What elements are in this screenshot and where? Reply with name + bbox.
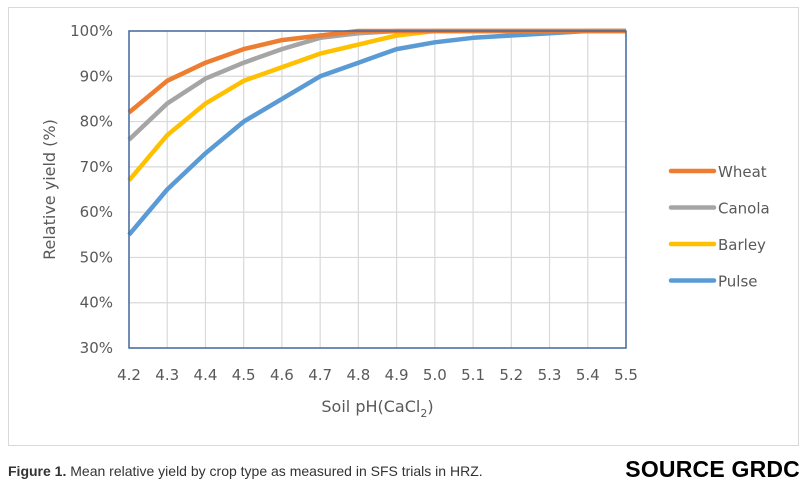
y-tick-label: 60% bbox=[80, 203, 113, 221]
series-line-wheat bbox=[127, 28, 626, 115]
figure-caption: Figure 1. Mean relative yield by crop ty… bbox=[8, 463, 483, 479]
x-tick-label: 4.7 bbox=[308, 366, 332, 384]
legend-item-canola: Canola bbox=[668, 200, 770, 218]
x-tick-label: 5.0 bbox=[423, 366, 447, 384]
x-axis-title: Soil pH(CaCl2) bbox=[321, 397, 433, 420]
legend-item-wheat: Wheat bbox=[668, 163, 767, 181]
x-tick-label: 5.5 bbox=[614, 366, 638, 384]
y-tick-label: 80% bbox=[80, 113, 113, 131]
x-tick-label: 4.4 bbox=[194, 366, 218, 384]
x-tick-labels: 4.2 4.3 4.4 4.5 4.6 4.7 4.8 4.9 5.0 5.1 5.2 5.3 5.4 5… bbox=[117, 366, 638, 384]
x-axis-title-suffix: ) bbox=[427, 397, 433, 416]
x-tick-label: 5.2 bbox=[499, 366, 523, 384]
y-tick-label: 40% bbox=[80, 294, 113, 312]
x-tick-label: 4.9 bbox=[385, 366, 409, 384]
x-axis-title-subscript: 2 bbox=[420, 407, 427, 420]
caption-label: Figure 1. bbox=[8, 463, 67, 479]
x-tick-label: 5.3 bbox=[538, 366, 562, 384]
x-tick-label: 4.6 bbox=[270, 366, 294, 384]
y-tick-label: 90% bbox=[80, 67, 113, 85]
x-tick-label: 4.3 bbox=[155, 366, 179, 384]
source-credit: SOURCE GRDC bbox=[625, 456, 800, 482]
y-axis-title: Relative yield (%) bbox=[40, 119, 59, 260]
legend-label: Wheat bbox=[718, 163, 767, 181]
legend-label: Canola bbox=[718, 200, 770, 218]
legend-label: Barley bbox=[718, 236, 766, 254]
plot-area-border bbox=[128, 30, 627, 349]
y-tick-label: 70% bbox=[80, 158, 113, 176]
series-lines bbox=[127, 28, 626, 237]
y-tick-label: 100% bbox=[70, 22, 113, 40]
series-line-canola bbox=[127, 28, 626, 142]
x-tick-label: 4.5 bbox=[232, 366, 256, 384]
line-chart: 30%40%50%60%70%80%90%100% 4.2 4.3 4.4 4.5 4.… bbox=[40, 22, 770, 420]
legend-item-barley: Barley bbox=[668, 236, 766, 254]
x-tick-label: 5.4 bbox=[576, 366, 600, 384]
legend-item-pulse: Pulse bbox=[668, 273, 758, 291]
chart-frame bbox=[8, 7, 799, 446]
legend: Wheat Canola Barley Pulse bbox=[668, 163, 770, 291]
x-tick-label: 4.8 bbox=[346, 366, 370, 384]
x-tick-label: 4.2 bbox=[117, 366, 141, 384]
x-axis-title-main: Soil pH(CaCl bbox=[321, 397, 420, 416]
series-line-pulse bbox=[127, 28, 626, 237]
caption-text: Mean relative yield by crop type as meas… bbox=[66, 463, 483, 479]
legend-label: Pulse bbox=[718, 273, 758, 291]
y-tick-label: 50% bbox=[80, 248, 113, 266]
y-tick-labels: 30% 40% 50% 60% 70% 80% 90% 100% bbox=[70, 22, 113, 357]
x-tick-label: 5.1 bbox=[461, 366, 485, 384]
y-tick-label: 30% bbox=[80, 339, 113, 357]
